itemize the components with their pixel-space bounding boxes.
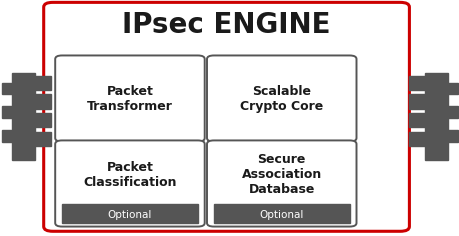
Text: IPsec ENGINE: IPsec ENGINE (122, 11, 330, 39)
Bar (409, 94, 425, 109)
Bar (2, 130, 11, 142)
Bar (34, 94, 50, 109)
Text: Secure
Association
Database: Secure Association Database (241, 153, 321, 197)
Bar (448, 106, 457, 118)
Bar (2, 106, 11, 118)
Bar (34, 132, 50, 146)
FancyBboxPatch shape (44, 2, 409, 231)
FancyBboxPatch shape (207, 55, 356, 142)
Bar (62, 204, 197, 223)
Text: Packet
Classification: Packet Classification (83, 161, 176, 189)
FancyBboxPatch shape (55, 140, 204, 210)
Bar (34, 113, 50, 127)
FancyBboxPatch shape (207, 140, 356, 210)
Bar (409, 76, 425, 90)
Bar (425, 73, 448, 160)
Bar (213, 204, 349, 223)
Bar (34, 76, 50, 90)
Text: Optional: Optional (107, 210, 152, 220)
Bar (448, 130, 457, 142)
Text: Scalable
Crypto Core: Scalable Crypto Core (240, 84, 323, 113)
Bar (2, 83, 11, 94)
FancyBboxPatch shape (55, 55, 204, 142)
Text: Packet
Transformer: Packet Transformer (87, 84, 173, 113)
Bar (409, 132, 425, 146)
Bar (11, 73, 34, 160)
Bar (448, 83, 457, 94)
Text: Optional: Optional (259, 210, 303, 220)
Bar (409, 113, 425, 127)
